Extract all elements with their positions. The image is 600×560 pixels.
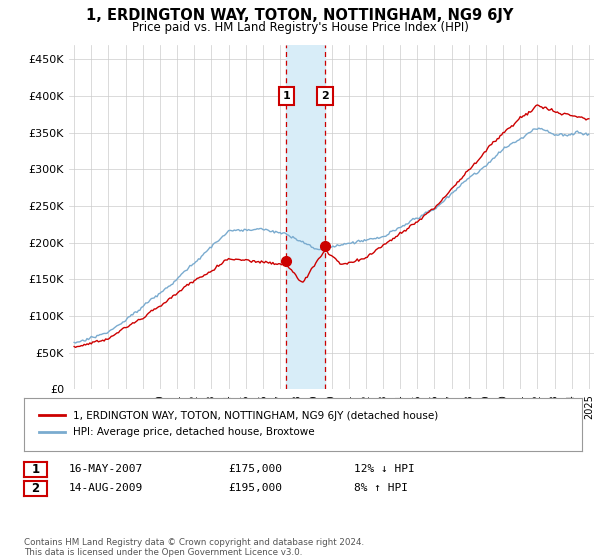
Text: 1, ERDINGTON WAY, TOTON, NOTTINGHAM, NG9 6JY: 1, ERDINGTON WAY, TOTON, NOTTINGHAM, NG9… bbox=[86, 8, 514, 24]
Text: 1: 1 bbox=[283, 91, 290, 101]
Text: Price paid vs. HM Land Registry's House Price Index (HPI): Price paid vs. HM Land Registry's House … bbox=[131, 21, 469, 34]
Text: 2: 2 bbox=[31, 482, 40, 495]
Bar bbox=[286, 45, 325, 389]
Text: £175,000: £175,000 bbox=[228, 464, 282, 474]
Text: £195,000: £195,000 bbox=[228, 483, 282, 493]
Text: 16-MAY-2007: 16-MAY-2007 bbox=[69, 464, 143, 474]
Text: 12% ↓ HPI: 12% ↓ HPI bbox=[354, 464, 415, 474]
Text: Contains HM Land Registry data © Crown copyright and database right 2024.
This d: Contains HM Land Registry data © Crown c… bbox=[24, 538, 364, 557]
Text: 8% ↑ HPI: 8% ↑ HPI bbox=[354, 483, 408, 493]
Text: 14-AUG-2009: 14-AUG-2009 bbox=[69, 483, 143, 493]
Legend: 1, ERDINGTON WAY, TOTON, NOTTINGHAM, NG9 6JY (detached house), HPI: Average pric: 1, ERDINGTON WAY, TOTON, NOTTINGHAM, NG9… bbox=[35, 407, 443, 441]
Text: 2: 2 bbox=[321, 91, 329, 101]
Text: 1: 1 bbox=[31, 463, 40, 476]
